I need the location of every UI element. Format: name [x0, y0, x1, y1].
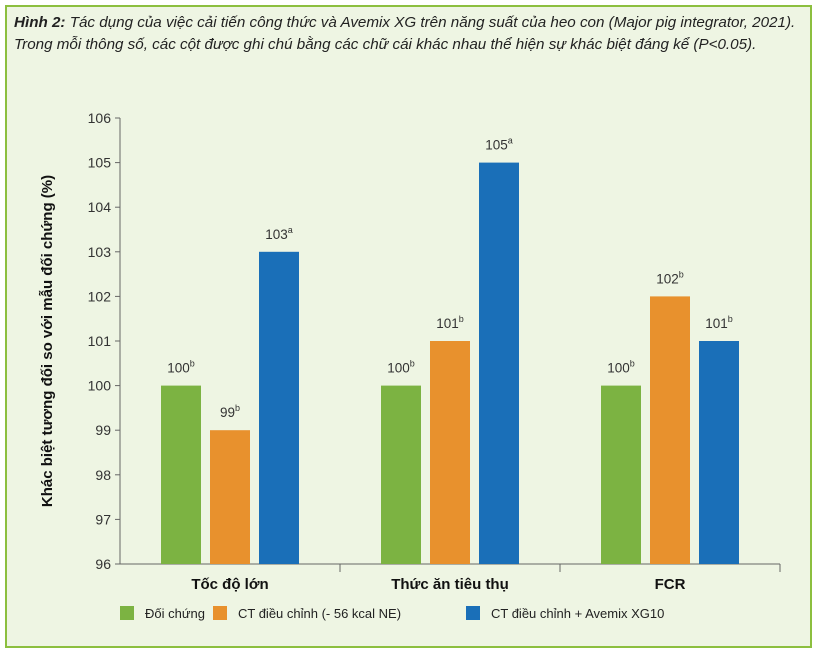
bar [650, 296, 690, 564]
x-category-label: Thức ăn tiêu thụ [391, 576, 509, 593]
y-tick-label: 100 [88, 378, 112, 394]
bar [601, 385, 641, 564]
y-tick-label: 104 [88, 199, 112, 215]
caption-prefix: Hình 2: [14, 14, 66, 31]
bar-value-label: 100b [387, 359, 415, 376]
y-tick-label: 102 [88, 288, 112, 304]
y-axis-title: Khác biệt tương đối so với mẫu đối chứng… [39, 175, 56, 507]
legend-label: Đối chứng [145, 606, 205, 621]
y-tick-label: 96 [95, 556, 111, 572]
x-category-label: FCR [655, 576, 686, 593]
bar-value-label: 103a [265, 225, 293, 242]
y-tick-label: 98 [95, 467, 111, 483]
bar-value-label: 100b [167, 359, 195, 376]
bar-value-label: 105a [485, 136, 513, 153]
x-category-label: Tốc độ lớn [191, 576, 268, 593]
y-tick-label: 103 [88, 244, 112, 260]
bar [699, 341, 739, 564]
legend-swatch [466, 606, 480, 620]
figure-caption: Hình 2: Tác dụng của việc cải tiến công … [14, 12, 804, 56]
bar-value-label: 99b [220, 403, 240, 420]
bar-value-label: 102b [656, 269, 684, 286]
y-tick-label: 101 [88, 333, 112, 349]
legend-swatch [213, 606, 227, 620]
legend-swatch [120, 606, 134, 620]
bar [210, 430, 250, 564]
bar-value-label: 101b [436, 314, 464, 331]
legend-label: CT điều chỉnh (- 56 kcal NE) [238, 606, 401, 621]
bar-value-label: 101b [705, 314, 733, 331]
bar [381, 385, 421, 564]
bar [430, 341, 470, 564]
bar [161, 385, 201, 564]
bar [259, 251, 299, 565]
y-tick-label: 106 [88, 110, 112, 126]
caption-text: Tác dụng của việc cải tiến công thức và … [14, 14, 796, 53]
bar [479, 162, 519, 564]
y-tick-label: 99 [95, 422, 111, 438]
y-tick-label: 97 [95, 511, 111, 527]
legend-label: CT điều chỉnh + Avemix XG10 [491, 606, 664, 621]
bar-value-label: 100b [607, 359, 635, 376]
y-tick-label: 105 [88, 155, 112, 171]
